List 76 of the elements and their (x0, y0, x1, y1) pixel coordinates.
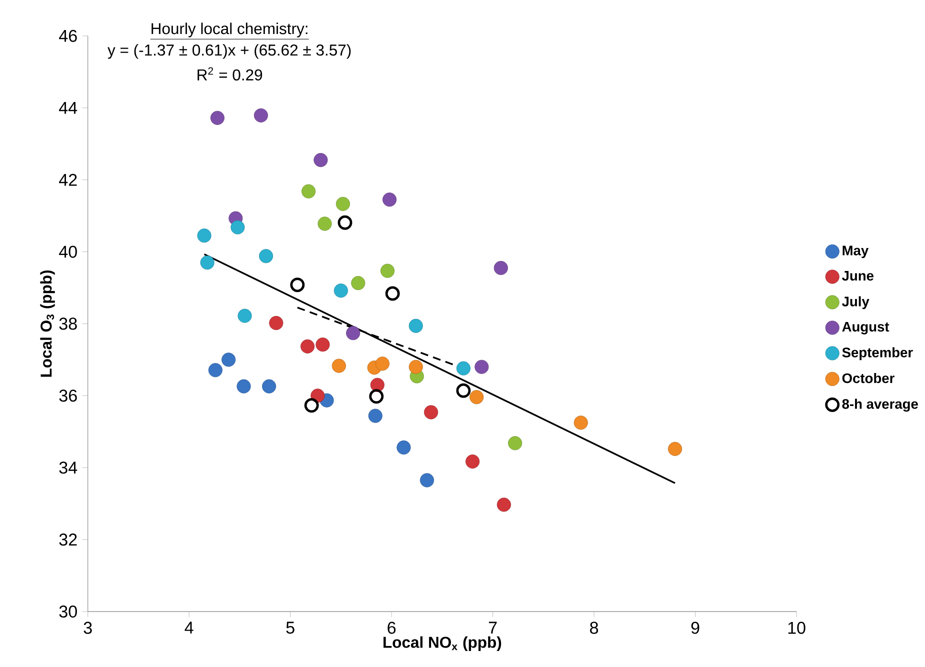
point (375, 356, 390, 371)
point (424, 405, 438, 420)
point (334, 284, 348, 298)
point (318, 216, 332, 231)
point (300, 340, 315, 354)
point (230, 220, 245, 234)
point (466, 454, 480, 469)
y-tick-label: 38 (59, 318, 77, 330)
point (574, 416, 588, 430)
annotation: y = (-1.37 ± 0.61)x + (65.62 ± 3.57) (108, 44, 351, 59)
point (456, 384, 471, 398)
point (290, 278, 305, 292)
x-tick-label: 10 (788, 622, 806, 634)
point (259, 249, 274, 264)
point (197, 228, 212, 243)
point (200, 256, 214, 270)
annotation: Hourly local chemistry: (152, 22, 308, 38)
y-tick-label: 46 (59, 30, 77, 42)
point (316, 338, 330, 352)
point (262, 379, 276, 394)
point (494, 261, 508, 276)
point (420, 473, 434, 488)
point (408, 319, 423, 334)
point (456, 361, 470, 376)
annotation: R$^{2}$ = 0.29 (198, 67, 262, 81)
point (474, 360, 489, 374)
point (396, 440, 411, 455)
point (370, 378, 384, 392)
legend-label: September (842, 347, 913, 360)
point (210, 111, 224, 126)
y-axis-title: Local O$_{3}$ (ppb) (40, 270, 55, 377)
legend-label: 8-h average (842, 398, 918, 412)
x-tick-label: 5 (286, 622, 294, 634)
legend-label: July (842, 296, 870, 310)
legend-label: May (842, 246, 869, 258)
x-tick-label: 7 (488, 622, 497, 634)
y-tick-label: 44 (59, 102, 78, 114)
point (222, 352, 236, 367)
point (238, 308, 252, 323)
point (332, 358, 346, 373)
point (302, 184, 316, 198)
point (408, 360, 423, 374)
point (668, 442, 682, 456)
x-tick-label: 9 (691, 622, 700, 634)
x-tick-label: 4 (184, 622, 194, 634)
point (382, 192, 397, 207)
point (208, 363, 222, 378)
legend-label: August (842, 322, 890, 335)
y-tick-label: 36 (59, 390, 77, 402)
point (346, 326, 360, 340)
x-axis-title: Local NO$_{x}$ (ppb) (384, 636, 502, 652)
point (236, 379, 251, 394)
point (380, 264, 395, 278)
y-tick-label: 32 (59, 534, 77, 546)
point (269, 316, 284, 330)
point (254, 108, 268, 123)
y-tick-label: 34 (59, 462, 78, 474)
x-tick-label: 6 (388, 622, 396, 634)
x-tick-label: 3 (84, 622, 92, 634)
point (314, 153, 328, 168)
legend-label: June (842, 271, 874, 281)
point (496, 498, 511, 512)
point (304, 398, 319, 413)
legend-label: October (842, 373, 894, 384)
y-tick-label: 40 (59, 246, 77, 258)
y-tick-label: 30 (59, 606, 77, 618)
point (470, 390, 484, 404)
point (385, 286, 400, 301)
point (336, 197, 350, 212)
point (369, 389, 384, 404)
y-tick-label: 42 (59, 174, 77, 186)
point (368, 408, 382, 423)
point (508, 436, 522, 450)
x-tick-label: 8 (590, 622, 598, 634)
point (338, 216, 352, 230)
point (351, 276, 366, 290)
